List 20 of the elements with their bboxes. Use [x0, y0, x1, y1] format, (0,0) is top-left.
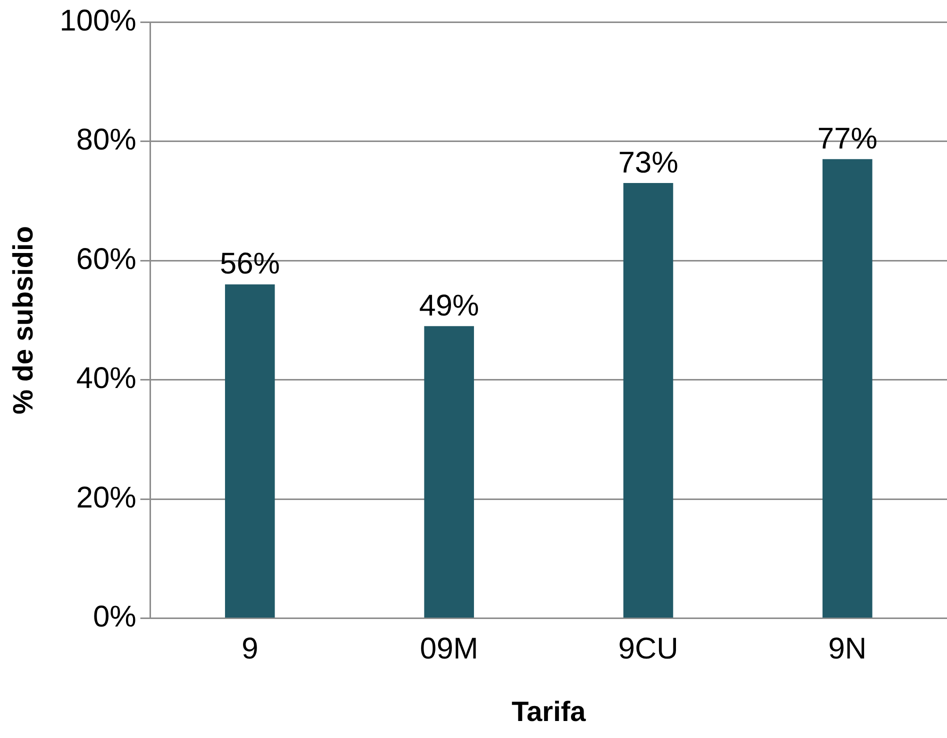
- y-tick-label: 80%: [76, 124, 136, 157]
- y-tick-label: 100%: [60, 4, 136, 38]
- data-label: 77%: [817, 122, 878, 156]
- x-tick-label: 09M: [420, 632, 478, 666]
- bar: [623, 183, 674, 618]
- data-label: 49%: [419, 289, 480, 322]
- x-axis-title: Tarifa: [512, 696, 586, 727]
- y-tick-label: 60%: [76, 242, 136, 276]
- y-tick-label: 40%: [76, 362, 136, 396]
- y-tick-label: 20%: [76, 481, 136, 514]
- x-tick-label: 9: [242, 632, 258, 666]
- data-label: 73%: [618, 146, 678, 180]
- data-label: 56%: [220, 248, 280, 281]
- bar: [822, 159, 872, 618]
- x-tick-label: 9CU: [618, 632, 678, 666]
- y-tick-label: 0%: [92, 600, 136, 634]
- bar: [424, 326, 474, 618]
- y-axis-title: % de subsidio: [8, 226, 39, 414]
- x-tick-label: 9N: [828, 632, 867, 666]
- bar: [225, 284, 275, 618]
